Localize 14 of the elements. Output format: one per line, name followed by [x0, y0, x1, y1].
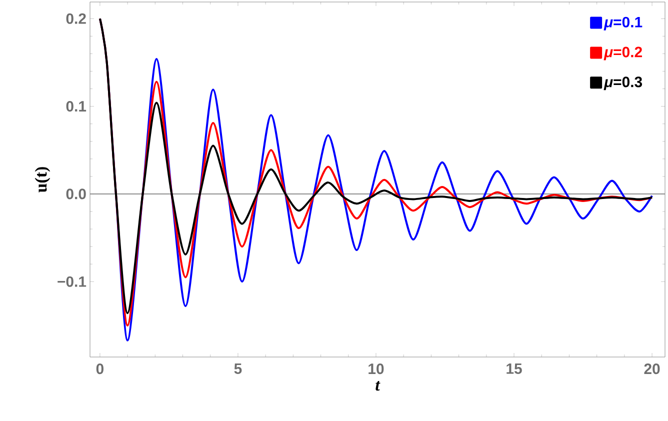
x-tick-label: 5	[234, 364, 242, 374]
legend-label: μ=0.2	[604, 46, 642, 60]
x-tick-label: 10	[368, 364, 384, 374]
x-axis-title: t	[376, 380, 380, 391]
legend-label: μ=0.3	[604, 76, 642, 90]
y-tick-label: 0.0	[66, 188, 86, 200]
y-tick-label: −0.1	[58, 276, 86, 287]
y-axis-title: u(t)	[34, 167, 50, 192]
y-tick-label: 0.2	[66, 13, 86, 24]
legend-label: μ=0.1	[604, 16, 642, 30]
y-tick-label: 0.1	[66, 101, 86, 112]
x-tick-label: 15	[506, 364, 522, 374]
x-tick-label: 0	[96, 364, 104, 374]
x-tick-label: 20	[644, 364, 660, 374]
